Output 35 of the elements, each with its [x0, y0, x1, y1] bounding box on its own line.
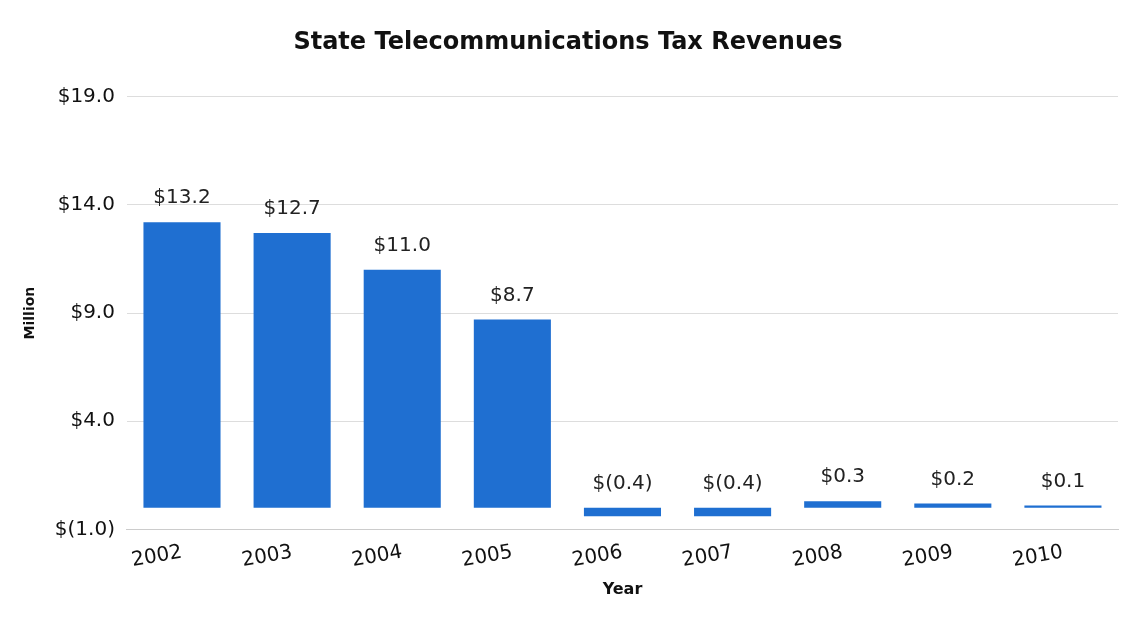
x-tick-label: 2003 [239, 538, 294, 572]
data-label: $12.7 [263, 195, 321, 220]
data-label: $13.2 [153, 184, 211, 209]
x-tick-label: 2009 [900, 538, 955, 572]
y-tick-label: $9.0 [70, 299, 115, 324]
bar [1024, 505, 1102, 508]
data-label: $11.0 [373, 232, 431, 257]
y-tick-label: $4.0 [70, 407, 115, 432]
data-label: $(0.4) [592, 469, 653, 494]
data-label: $0.2 [930, 465, 976, 490]
bar [363, 269, 441, 508]
y-axis-title: Million [21, 286, 38, 340]
x-tick-label: 2008 [790, 538, 845, 572]
x-axis-title: Year [601, 578, 643, 598]
y-tick-label: $19.0 [57, 83, 115, 107]
data-label: $0.3 [820, 463, 865, 488]
data-label: $8.7 [490, 281, 535, 306]
bar [583, 507, 662, 517]
x-tick-label: 2002 [129, 538, 184, 572]
x-tick-label: 2005 [459, 538, 515, 572]
x-tick-label: 2010 [1010, 538, 1065, 572]
bar [804, 501, 882, 508]
data-label: $(0.4) [702, 469, 763, 494]
x-tick-label: 2006 [569, 538, 625, 572]
y-tick-label: $(1.0) [54, 515, 115, 540]
x-tick-label: 2007 [680, 538, 735, 572]
bar [253, 233, 331, 508]
bar [143, 222, 221, 508]
data-label: $0.1 [1040, 467, 1086, 492]
bar [914, 503, 992, 508]
x-tick-label: 2004 [349, 538, 404, 572]
bar [694, 507, 772, 517]
bar [473, 319, 551, 508]
chart-title: State Telecommunications Tax Revenues [293, 26, 843, 55]
y-tick-label: $14.0 [57, 191, 115, 216]
